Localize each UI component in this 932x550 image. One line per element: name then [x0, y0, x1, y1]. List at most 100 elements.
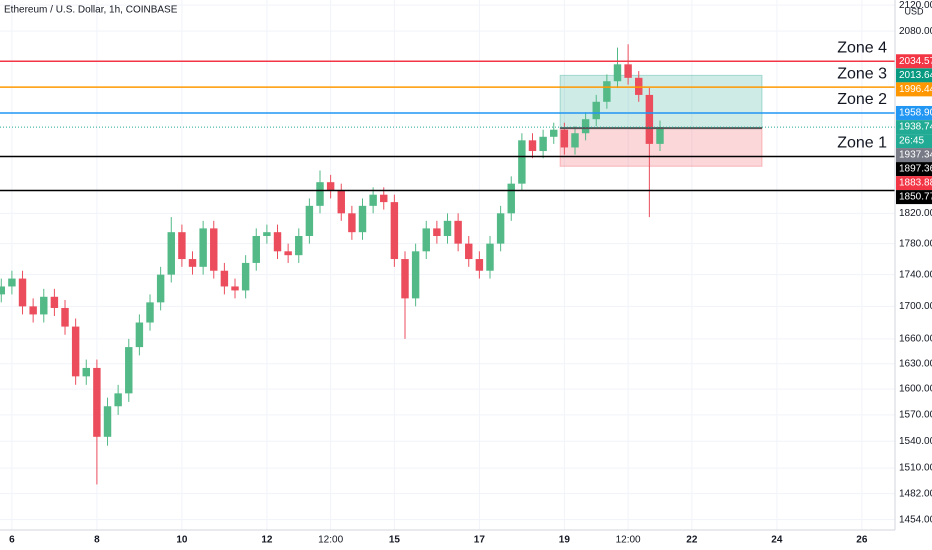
y-tick-label: 1570.00 [899, 410, 932, 421]
candle-body [178, 232, 186, 260]
candle-body [603, 81, 611, 102]
candle-body [645, 94, 654, 144]
y-tick-label: 1820.00 [899, 208, 932, 219]
candle-body [241, 262, 250, 291]
candle-body [613, 64, 622, 82]
candle-body [146, 302, 154, 323]
candle-body [624, 64, 632, 78]
y-tick-label: 2080.00 [899, 26, 932, 37]
candle-body [316, 182, 324, 206]
x-tick-label: 19 [559, 535, 571, 546]
price-label: 1937.34 [899, 150, 932, 161]
price-label-bg [896, 148, 932, 163]
candle-body [18, 278, 27, 307]
x-tick-label: 12:00 [318, 535, 343, 546]
candle-body [656, 127, 664, 144]
price-label-bg [896, 105, 932, 120]
candle-body [71, 326, 80, 377]
candle-body [422, 228, 430, 252]
candle-body [433, 228, 441, 236]
candle-body [0, 286, 5, 295]
candle-body [103, 406, 112, 437]
candle-body [252, 235, 260, 263]
candle-body [380, 194, 388, 203]
candle-body [486, 243, 494, 271]
candle-body [50, 296, 59, 308]
candle-body [199, 228, 207, 267]
zone-label: Zone 4 [837, 39, 887, 56]
candle-body [326, 182, 335, 192]
y-tick-label: 2120.00 [899, 0, 932, 11]
price-label-bg [896, 82, 932, 97]
candle-body [390, 202, 399, 260]
y-tick-label: 1600.00 [899, 384, 932, 395]
target-zone [559, 74, 763, 129]
x-tick-label: 10 [176, 535, 188, 546]
currency: USD [904, 6, 924, 16]
countdown-bg [896, 134, 932, 149]
candle-body [231, 286, 239, 291]
candle-body [156, 274, 165, 303]
x-tick-label: 8 [94, 535, 100, 546]
zone-label: Zone 3 [837, 65, 887, 82]
candle-body [454, 220, 462, 244]
x-tick-label: 15 [389, 535, 401, 546]
x-tick-label: 12:00 [616, 535, 641, 546]
candle-body [550, 129, 558, 137]
price-label: 2013.64 [899, 70, 932, 81]
candle-body [560, 129, 569, 148]
y-tick-label: 1740.00 [899, 269, 932, 280]
x-tick-label: 6 [9, 535, 15, 546]
candle-body [475, 259, 484, 271]
candle-body [273, 232, 282, 252]
candle-body [210, 228, 218, 271]
candle-body [518, 140, 526, 184]
y-tick-label: 1482.00 [899, 488, 932, 499]
x-tick-label: 24 [771, 535, 783, 546]
candle-body [29, 306, 37, 315]
price-label: 1883.88 [899, 178, 932, 189]
x-tick-label: 12 [261, 535, 273, 546]
candle-body [284, 251, 292, 256]
candle-body [401, 259, 409, 299]
price-label: 1897.36 [899, 164, 932, 175]
candle-body [592, 101, 600, 120]
candle-body [358, 205, 367, 233]
candle-body [305, 205, 314, 236]
price-label-bg [896, 54, 932, 69]
candle-body [135, 322, 144, 348]
price-label-bg [896, 162, 932, 177]
y-tick-label: 1660.00 [899, 334, 932, 345]
price-label: 2034.57 [899, 56, 932, 67]
price-label-bg [896, 68, 932, 83]
x-tick-label: 26 [856, 535, 868, 546]
y-tick-label: 1780.00 [899, 238, 932, 249]
price-label-bg [896, 120, 932, 135]
candle-body [411, 251, 420, 299]
chart-title: Ethereum / U.S. Dollar, 1h, COINBASE [4, 5, 178, 16]
candle-body [507, 183, 515, 214]
x-tick-label: 17 [474, 535, 486, 546]
candle-body [40, 296, 48, 315]
candle-body [443, 220, 452, 236]
candle-body [337, 191, 345, 214]
candle-body [348, 213, 356, 233]
zone-label: Zone 1 [837, 135, 887, 152]
countdown: 26:45 [899, 136, 924, 147]
y-tick-label: 1630.00 [899, 358, 932, 369]
candle-body [188, 259, 197, 267]
price-label: 1938.74 [899, 122, 932, 133]
candle-body [82, 367, 90, 377]
candle-body [220, 270, 229, 287]
candle-body [61, 307, 69, 327]
candle-body [465, 243, 473, 260]
candle-body [263, 232, 271, 236]
y-tick-label: 1510.00 [899, 463, 932, 474]
x-tick-label: 22 [686, 535, 698, 546]
candle-body [8, 278, 16, 287]
y-tick-label: 1700.00 [899, 301, 932, 312]
candle-body [114, 393, 122, 407]
price-label-bg [896, 176, 932, 191]
zone-label: Zone 2 [837, 91, 887, 108]
